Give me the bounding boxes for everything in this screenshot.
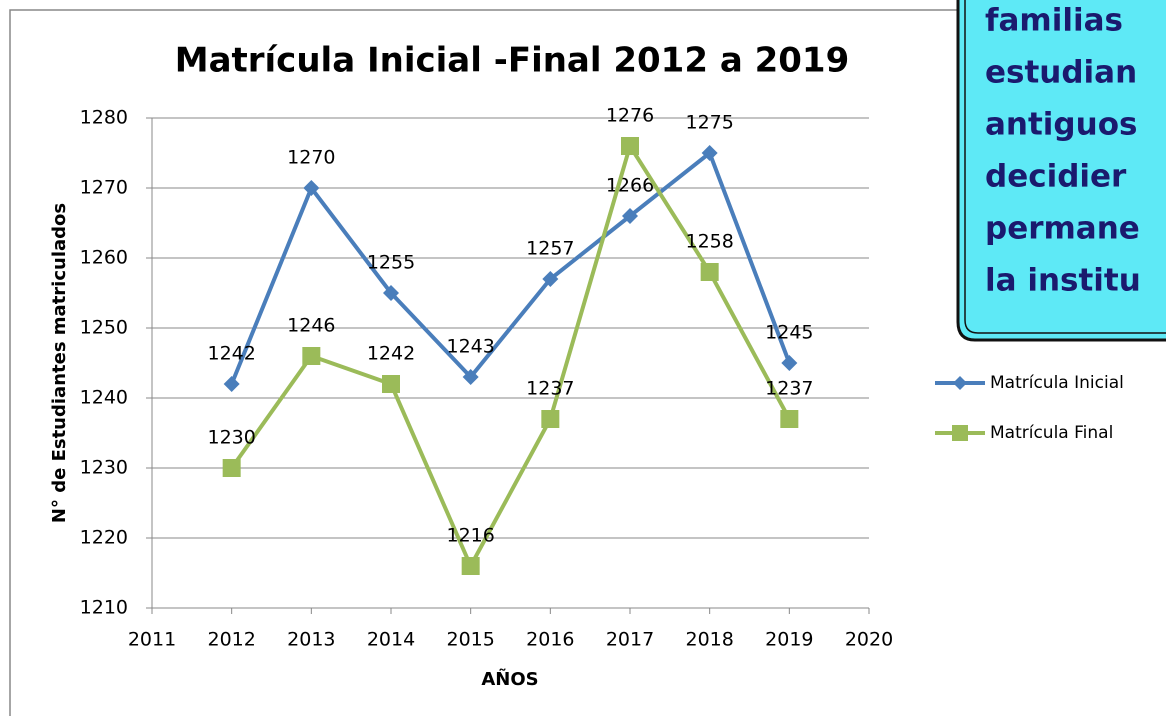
x-tick-label: 2018 [685, 629, 733, 651]
point [621, 137, 639, 155]
point [542, 271, 559, 287]
legend-label: Matrícula Inicial [990, 373, 1124, 393]
legend-marker [953, 376, 967, 390]
data-label: 1246 [287, 315, 335, 337]
data-label: 1243 [446, 336, 494, 358]
data-label: 1245 [765, 322, 813, 344]
series-line [230, 141, 792, 571]
x-tick-label: 2015 [446, 629, 494, 651]
data-label: 1276 [606, 105, 654, 127]
callout-text: estudian [985, 55, 1137, 91]
callout-inner-border [964, 0, 1166, 334]
data-label: 1237 [526, 378, 574, 400]
data-label: 1237 [765, 378, 813, 400]
callout-text: la institu [985, 263, 1141, 299]
point [541, 410, 560, 428]
point [382, 375, 400, 393]
y-tick-label: 1240 [80, 387, 128, 409]
data-label: 1270 [287, 147, 335, 169]
chart-title: Matrícula Inicial -Final 2012 a 2019 [175, 41, 850, 81]
x-axis-label: AÑOS [481, 667, 538, 690]
legend-label: Matrícula Final [990, 423, 1113, 443]
callout-text: antiguos [985, 107, 1137, 143]
point [223, 376, 240, 392]
point [622, 208, 638, 224]
x-tick-label: 2020 [845, 629, 893, 651]
y-axis-label: N° de Estudiantes matriculados [49, 203, 70, 523]
data-label: 1275 [685, 112, 733, 134]
data-label: 1255 [367, 252, 415, 274]
legend-marker [952, 425, 968, 441]
point [700, 263, 719, 281]
x-tick-label: 2019 [765, 629, 813, 651]
y-tick-label: 1250 [80, 317, 128, 339]
point [461, 557, 480, 575]
data-label: 1266 [606, 175, 654, 197]
data-label: 1258 [685, 231, 733, 253]
y-tick-label: 1230 [80, 457, 128, 479]
point [781, 355, 798, 371]
point [302, 347, 321, 365]
x-tick-label: 2016 [526, 629, 574, 651]
callout-text: familias [985, 3, 1123, 39]
series-line [229, 149, 792, 385]
point [383, 285, 399, 301]
point [701, 145, 718, 161]
point [222, 459, 241, 477]
x-tick-label: 2011 [128, 629, 176, 651]
data-label: 1242 [367, 343, 415, 365]
data-label: 1216 [446, 525, 494, 547]
x-tick-label: 2017 [606, 629, 654, 651]
y-tick-label: 1220 [80, 527, 128, 549]
callout-box [956, 0, 1166, 342]
y-tick-label: 1280 [80, 107, 128, 129]
point [303, 180, 320, 196]
y-tick-label: 1270 [80, 177, 128, 199]
x-tick-label: 2014 [367, 629, 415, 651]
y-tick-label: 1210 [80, 597, 128, 619]
point [780, 410, 799, 428]
data-label: 1242 [207, 343, 255, 365]
x-tick-label: 2013 [287, 629, 335, 651]
x-tick-label: 2012 [207, 629, 255, 651]
point [462, 369, 479, 385]
y-tick-label: 1260 [80, 247, 128, 269]
callout-text: decidier [985, 159, 1127, 195]
data-label: 1257 [526, 238, 574, 260]
data-label: 1230 [207, 427, 255, 449]
callout-text: permane [985, 211, 1140, 247]
